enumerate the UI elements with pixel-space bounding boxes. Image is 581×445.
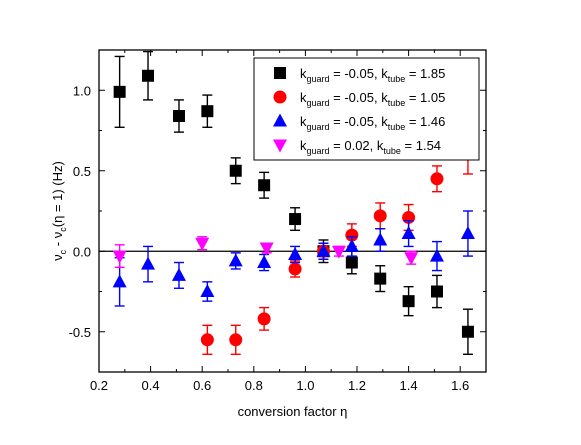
x-tick-label: 0.8 [245, 378, 263, 393]
y-axis-label-subscript: c [58, 249, 68, 254]
data-point [316, 243, 331, 257]
y-tick-label: 0.5 [73, 164, 91, 179]
data-point [429, 248, 444, 262]
data-point [373, 232, 388, 246]
legend-marker [273, 139, 287, 153]
data-point [200, 333, 214, 347]
data-point [402, 295, 415, 308]
legend-label: kguard = 0.02, ktube = 1.54 [300, 138, 441, 156]
legend-label-subscript: guard [307, 146, 330, 156]
legend-label-part: k [300, 66, 307, 81]
legend-label-part: = 1.85 [405, 66, 445, 81]
data-point [430, 172, 444, 186]
legend-entry: kguard = -0.05, ktube = 1.85 [274, 66, 445, 84]
data-point [289, 213, 302, 226]
x-tick-label: 1.0 [296, 378, 314, 393]
data-point [200, 284, 215, 297]
legend-label-subscript: guard [307, 74, 330, 84]
x-tick-label: 1.6 [451, 378, 469, 393]
x-tick-label: 1.4 [400, 378, 418, 393]
data-point [257, 255, 272, 269]
data-point [142, 69, 155, 82]
legend-marker [273, 113, 287, 127]
data-point [228, 253, 243, 267]
x-tick-label: 0.2 [90, 378, 108, 393]
legend-label-part: = -0.05, k [330, 66, 389, 81]
legend-label-part: = 0.02, k [330, 138, 384, 153]
data-point [258, 179, 271, 192]
data-point [331, 245, 346, 259]
x-axis-label: conversion factor η [238, 404, 348, 419]
legend-label-subscript: guard [307, 122, 330, 132]
legend-label-part: k [300, 114, 307, 129]
data-point [141, 256, 156, 270]
data-point [288, 262, 302, 276]
series-4 [112, 236, 419, 269]
data-point [288, 246, 303, 260]
legend-label-part: k [300, 90, 307, 105]
x-tick-label: 0.6 [193, 378, 211, 393]
legend-marker [273, 90, 287, 104]
data-point [430, 285, 443, 298]
y-axis-label: νc - νc(η = 1) (Hz) [50, 161, 68, 261]
legend-label-subscript: tube [388, 122, 406, 132]
legend-label-subscript: guard [307, 98, 330, 108]
data-point [201, 105, 214, 118]
legend-entry: kguard = 0.02, ktube = 1.54 [273, 138, 441, 156]
y-tick-label: -0.5 [69, 325, 91, 340]
data-point [229, 164, 242, 177]
y-axis-label-part: ν [50, 254, 65, 261]
legend-label-part: = 1.05 [405, 90, 445, 105]
data-point [401, 226, 416, 240]
series-3 [112, 210, 475, 307]
y-tick-label: 0.0 [73, 244, 91, 259]
data-point [172, 110, 185, 123]
legend-label-subscript: tube [388, 98, 406, 108]
data-point [345, 256, 358, 269]
data-point [344, 238, 359, 252]
legend-label-subscript: tube [383, 146, 401, 156]
data-point [259, 242, 274, 256]
data-point [257, 312, 271, 326]
data-point [112, 274, 127, 288]
legend-box [253, 57, 480, 161]
legend-marker [274, 67, 286, 79]
legend-label-part: = -0.05, k [330, 114, 389, 129]
data-point [171, 267, 186, 281]
legend-label: kguard = -0.05, ktube = 1.85 [300, 66, 445, 84]
y-axis-label-part: (η = 1) (Hz) [50, 161, 65, 227]
legend-entry: kguard = -0.05, ktube = 1.05 [273, 90, 445, 108]
legend-entry: kguard = -0.05, ktube = 1.46 [273, 113, 445, 132]
x-tick-label: 0.4 [142, 378, 160, 393]
legend-label-part: k [300, 138, 307, 153]
data-point [374, 272, 387, 285]
data-point [229, 333, 243, 347]
legend-label: kguard = -0.05, ktube = 1.05 [300, 90, 445, 108]
y-axis-label-part: - ν [50, 232, 65, 250]
legend-label-part: = 1.54 [401, 138, 441, 153]
data-point [195, 237, 210, 251]
legend-label-subscript: tube [388, 74, 406, 84]
data-point [113, 85, 126, 98]
data-point [461, 325, 474, 338]
y-axis-label-subscript: c [58, 227, 68, 232]
legend-label: kguard = -0.05, ktube = 1.46 [300, 114, 445, 132]
data-point [404, 252, 419, 266]
x-tick-label: 1.2 [348, 378, 366, 393]
legend-label-part: = 1.46 [405, 114, 445, 129]
data-point [373, 209, 387, 223]
y-tick-label: 1.0 [73, 83, 91, 98]
legend-label-part: = -0.05, k [330, 90, 389, 105]
data-point [112, 250, 127, 264]
data-point [345, 228, 359, 242]
data-point [460, 226, 475, 240]
